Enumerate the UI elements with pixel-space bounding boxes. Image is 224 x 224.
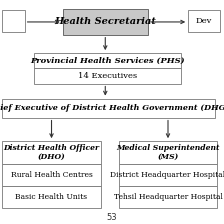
FancyBboxPatch shape (119, 186, 217, 208)
FancyBboxPatch shape (2, 141, 101, 164)
FancyBboxPatch shape (188, 10, 220, 32)
Text: District Health Officer
(DHO): District Health Officer (DHO) (4, 144, 99, 161)
FancyBboxPatch shape (34, 68, 181, 84)
Text: Chief Executive of District Health Government (DHG): Chief Executive of District Health Gover… (0, 104, 224, 112)
FancyBboxPatch shape (2, 99, 215, 118)
Text: District Headquarter Hospital: District Headquarter Hospital (110, 171, 224, 179)
Text: Health Secretariat: Health Secretariat (54, 17, 156, 26)
Text: Tehsil Headquarter Hospital: Tehsil Headquarter Hospital (114, 193, 222, 201)
Text: 14 Executives: 14 Executives (78, 72, 137, 80)
FancyBboxPatch shape (2, 164, 101, 186)
Text: Provincial Health Services (PHS): Provincial Health Services (PHS) (30, 57, 185, 65)
FancyBboxPatch shape (2, 186, 101, 208)
Text: 53: 53 (107, 213, 117, 222)
FancyBboxPatch shape (119, 164, 217, 186)
Text: Medical Superintendent
(MS): Medical Superintendent (MS) (116, 144, 220, 161)
FancyBboxPatch shape (63, 9, 148, 35)
Text: Basic Health Units: Basic Health Units (15, 193, 88, 201)
FancyBboxPatch shape (2, 10, 25, 32)
Text: Dev: Dev (196, 17, 212, 25)
FancyBboxPatch shape (119, 141, 217, 164)
Text: Rural Health Centres: Rural Health Centres (11, 171, 93, 179)
FancyBboxPatch shape (34, 53, 181, 68)
